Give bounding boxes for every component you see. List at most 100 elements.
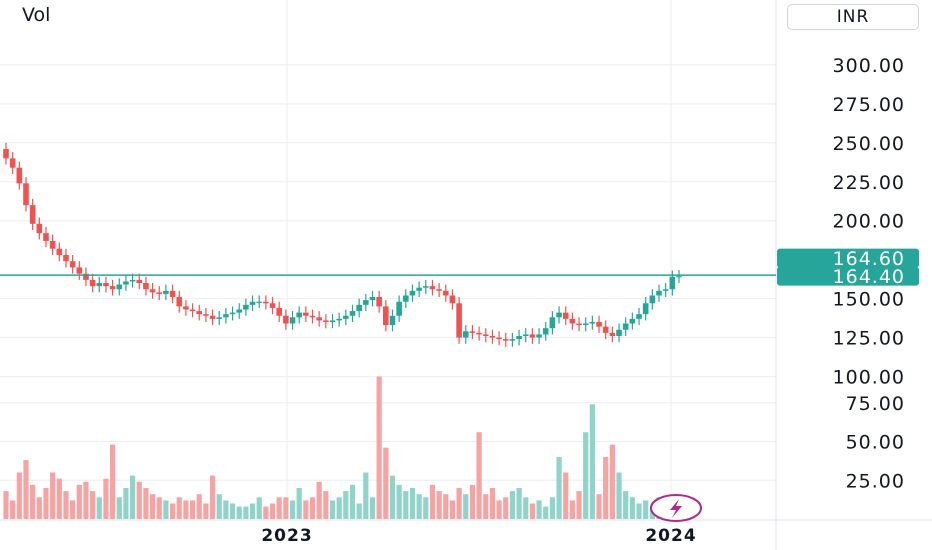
candle-body [562,312,569,319]
candle-body [76,267,83,274]
price-axis[interactable]: 300.00 275.00 250.00 225.00 200.00 150.00 125.… [833,55,905,492]
candle [363,293,369,312]
candle-body [23,183,29,206]
candle [156,286,163,301]
volume-bar [303,500,309,519]
volume-bar [169,503,176,519]
candle-body [449,295,456,304]
candle [56,242,63,262]
candle-body [243,304,249,310]
candle [229,306,236,321]
candle-body [36,223,43,234]
candle [69,254,76,274]
candle-body [303,312,309,316]
candle-body [549,317,556,329]
candle [636,307,642,326]
candle-body [496,337,502,340]
candle-body [223,314,229,318]
candle-body [403,295,409,302]
volume-bar [216,494,222,519]
candle [403,289,409,308]
candle [189,303,196,318]
price-tick-label: 50.00 [846,432,905,454]
time-tick-label: 2024 [645,526,696,546]
tradingview-logo-icon[interactable] [650,494,702,522]
candle-body [576,323,582,326]
volume-bar [189,500,196,519]
candle-body [3,149,9,159]
candle [509,332,516,347]
volume-bar [56,478,62,519]
volume-bar [10,500,16,519]
volume-bar [130,475,136,519]
candle-body [642,303,649,315]
volume-bar [156,497,162,519]
price-tick-label: 100.00 [833,367,905,389]
candle [542,321,549,341]
candle [123,275,129,291]
candle-body [216,317,223,319]
lightning-icon [670,499,682,518]
candle-body [149,289,156,293]
currency-selector[interactable]: INR [787,4,919,30]
volume-bar [323,491,329,519]
price-badge-label: 164.60 [833,248,905,270]
candle [169,284,176,304]
candle-body [309,315,316,318]
candle-body [649,295,656,304]
volume-bar [376,376,382,519]
candle-body [269,303,276,308]
candle [296,306,302,324]
price-tick-label: 200.00 [833,211,905,233]
volume-bar [629,497,635,519]
candle-body [616,329,622,336]
candle-body [676,276,682,278]
volume-bar [336,497,342,519]
candle [96,276,103,293]
candle-body [163,290,169,294]
volume-bar [563,472,569,519]
volume-bar [256,497,262,519]
candle [329,314,336,329]
volume-bar [449,500,456,519]
candle-body [383,306,389,326]
candle [3,142,9,165]
candle-body [169,290,176,298]
candle-body [296,312,302,318]
candle-body [263,301,269,304]
candle [16,161,23,190]
candle [209,309,216,326]
volume-bar [389,475,396,519]
candle [83,267,89,287]
candle [656,284,662,302]
candle [236,303,243,319]
volume-bar [503,497,509,519]
candle-body [416,287,422,291]
volume-bar [396,484,402,519]
candle [356,298,362,318]
candle-body [336,318,342,321]
volume-bar [296,488,302,519]
candles [3,142,682,347]
price-tick-label: 275.00 [833,94,905,116]
volume-bar [616,472,622,519]
candle [602,320,609,340]
candle [522,328,529,343]
time-axis[interactable]: 2023 2024 [261,526,696,546]
candle-body [196,311,203,315]
volume-bar [609,444,615,519]
candle [442,284,449,302]
volume-bar [289,500,296,519]
volume-bar [63,491,69,519]
candle [76,261,83,280]
candle-body [582,323,589,326]
candle [29,198,36,231]
candle [129,273,136,288]
candle-body [596,321,602,327]
volume-bar [163,500,169,519]
volume-bar [349,484,356,519]
volume-bar [489,488,496,519]
candle [376,290,382,313]
